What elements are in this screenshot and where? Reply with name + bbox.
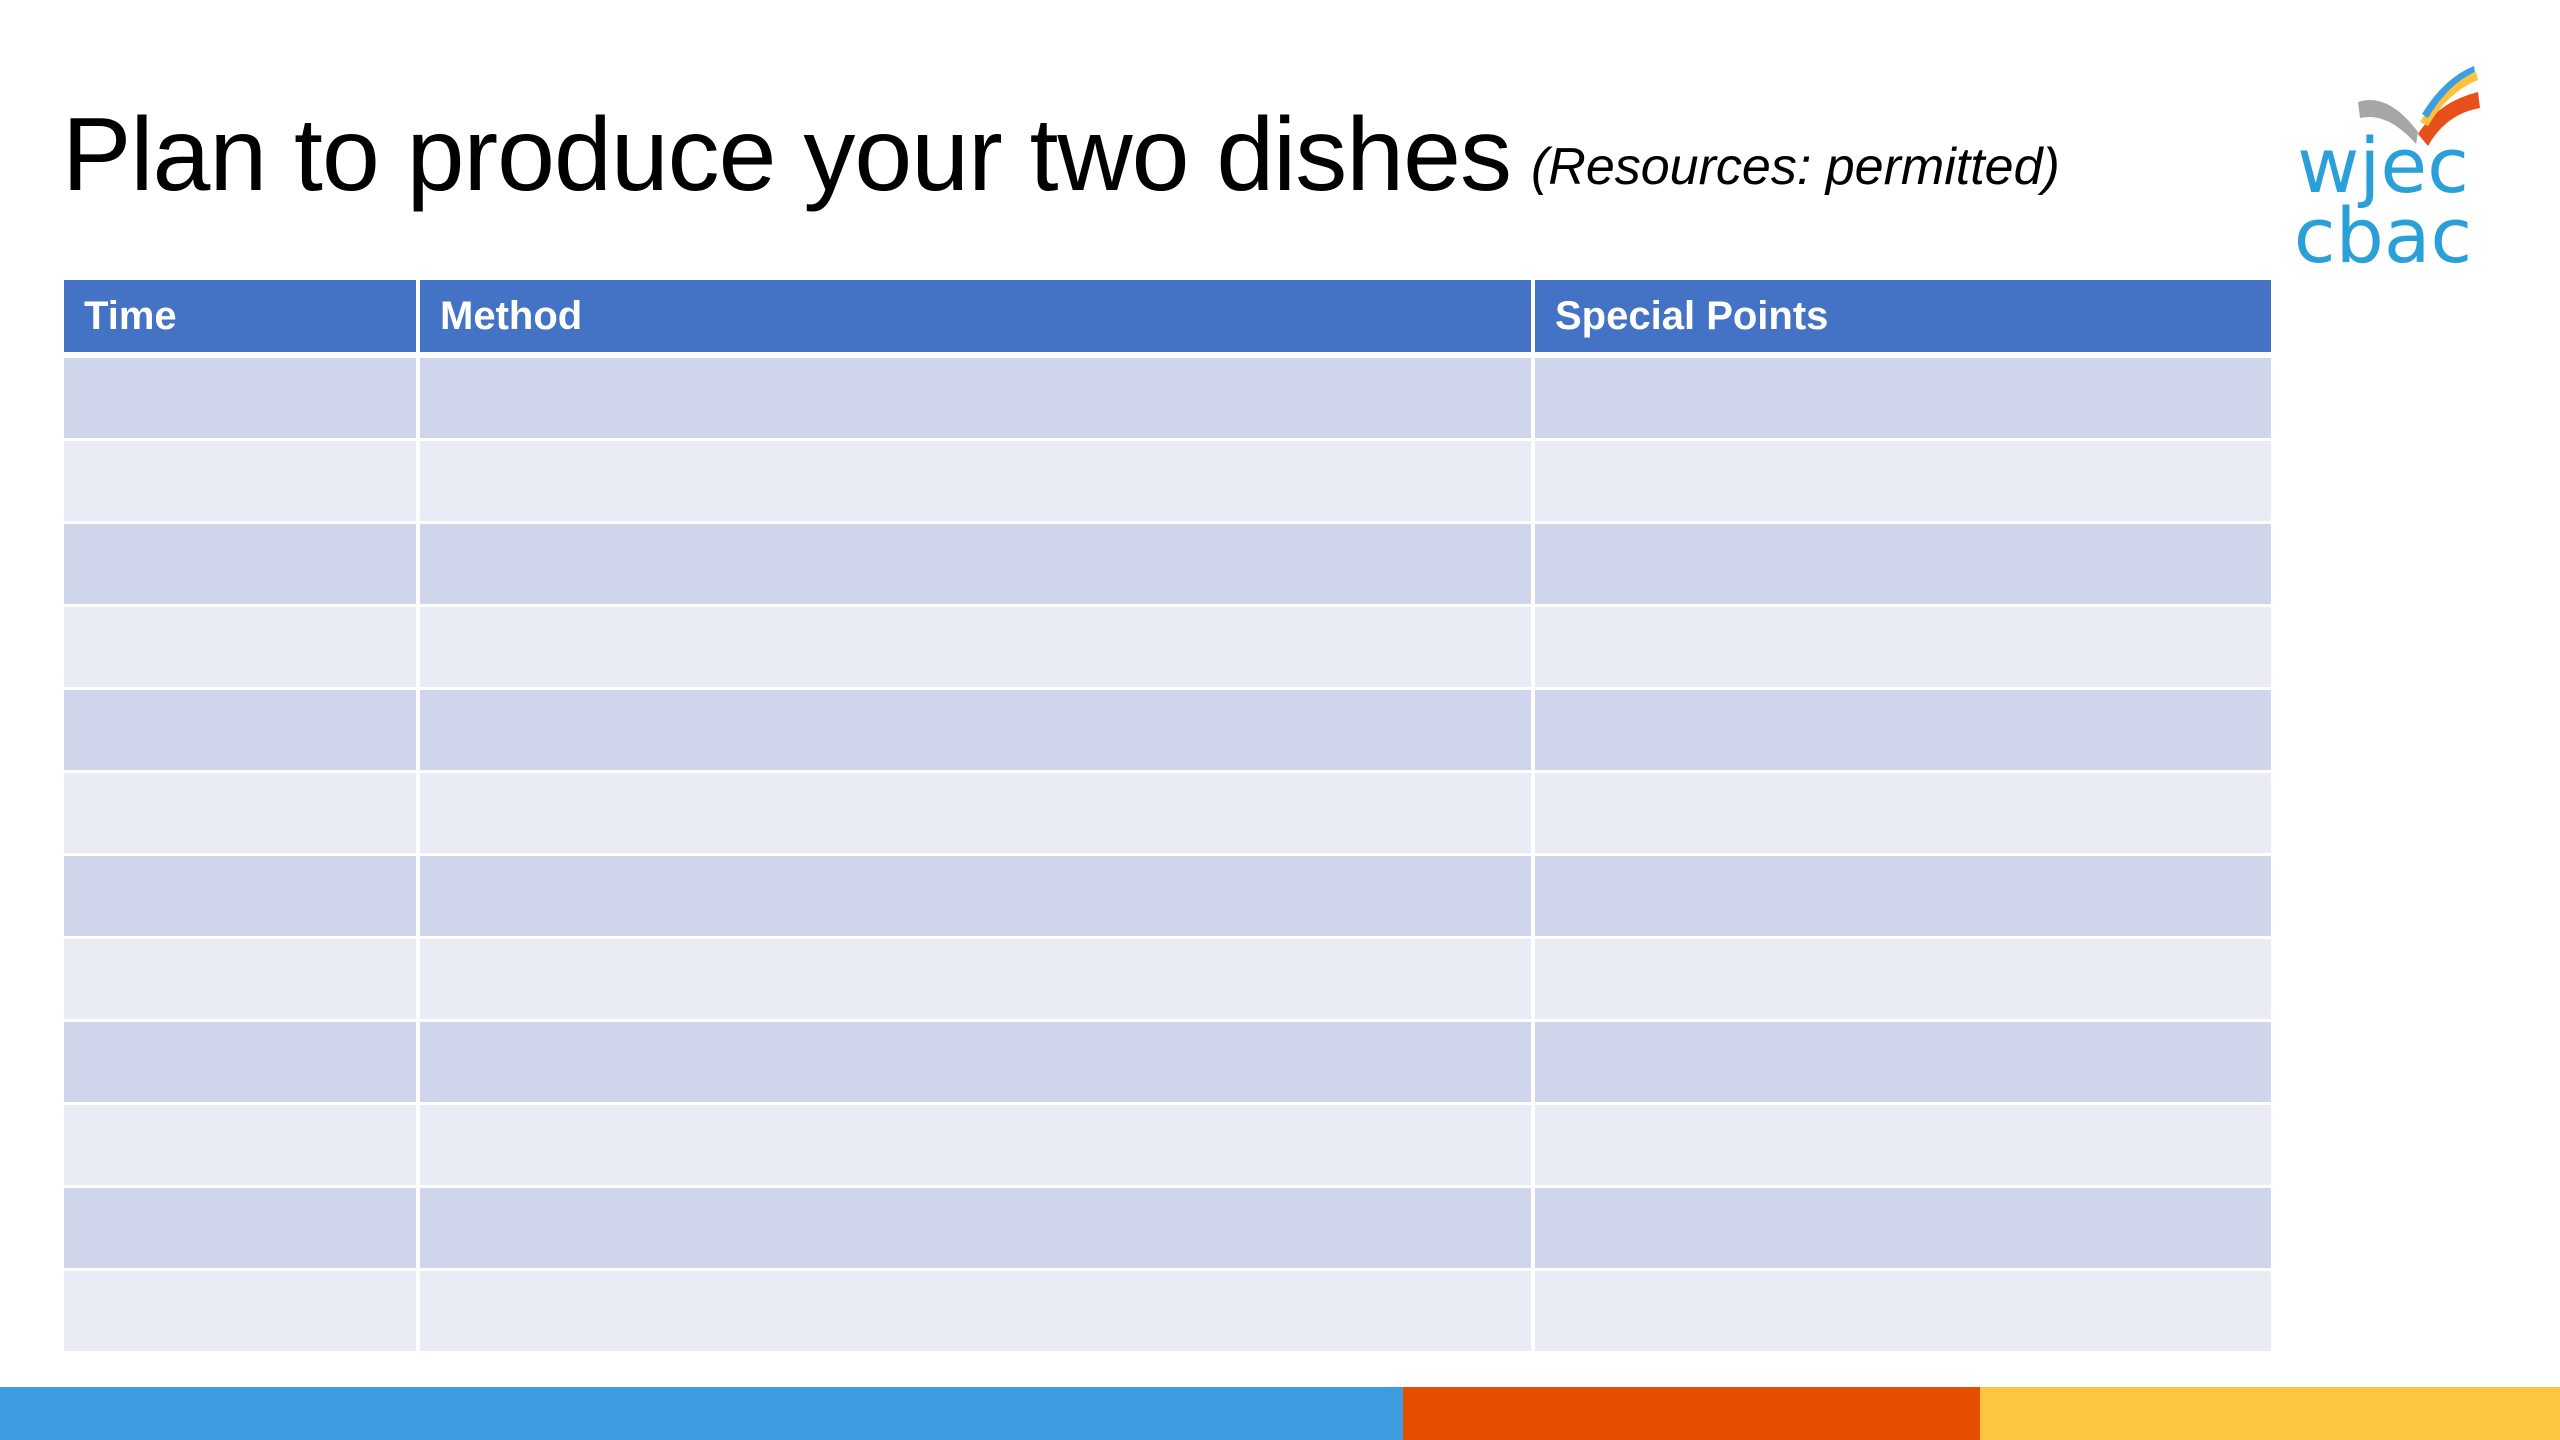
method-cell[interactable] xyxy=(420,1022,1535,1105)
method-cell[interactable] xyxy=(420,939,1535,1022)
method-cell[interactable] xyxy=(420,524,1535,607)
time-column-header: Time xyxy=(64,280,420,358)
table-row xyxy=(64,1105,2271,1188)
special-points-cell[interactable] xyxy=(1535,773,2271,856)
table-row xyxy=(64,1188,2271,1271)
special-points-column-header: Special Points xyxy=(1535,280,2271,358)
method-cell[interactable] xyxy=(420,358,1535,441)
special-points-cell[interactable] xyxy=(1535,607,2271,690)
special-points-cell[interactable] xyxy=(1535,1188,2271,1271)
special-points-cell[interactable] xyxy=(1535,1271,2271,1354)
time-cell[interactable] xyxy=(64,607,420,690)
time-cell[interactable] xyxy=(64,1271,420,1354)
table-row xyxy=(64,441,2271,524)
method-cell[interactable] xyxy=(420,690,1535,773)
page-title: Plan to produce your two dishes (Resource… xyxy=(62,90,2060,232)
table-row xyxy=(64,607,2271,690)
method-column-header: Method xyxy=(420,280,1535,358)
special-points-cell[interactable] xyxy=(1535,358,2271,441)
time-cell[interactable] xyxy=(64,773,420,856)
time-cell[interactable] xyxy=(64,524,420,607)
time-cell[interactable] xyxy=(64,1105,420,1188)
method-cell[interactable] xyxy=(420,607,1535,690)
method-cell[interactable] xyxy=(420,773,1535,856)
footer-bar-yellow xyxy=(1980,1387,2560,1440)
table-row xyxy=(64,358,2271,441)
table-header-row: Time Method Special Points xyxy=(64,280,2271,358)
logo-text-wjec: wjec xyxy=(2297,121,2469,210)
method-cell[interactable] xyxy=(420,856,1535,939)
time-cell[interactable] xyxy=(64,690,420,773)
logo-text-cbac: cbac xyxy=(2294,191,2472,280)
method-cell[interactable] xyxy=(420,1188,1535,1271)
logo-graphic: wjec cbac xyxy=(2294,66,2480,280)
footer-bar-blue xyxy=(0,1387,1403,1440)
special-points-cell[interactable] xyxy=(1535,441,2271,524)
title-subtitle: (Resources: permitted) xyxy=(1530,138,2060,196)
footer-bar-orange xyxy=(1403,1387,1980,1440)
table-row xyxy=(64,524,2271,607)
table-row xyxy=(64,1022,2271,1105)
table-body xyxy=(64,358,2271,1354)
table-row xyxy=(64,690,2271,773)
time-cell[interactable] xyxy=(64,441,420,524)
method-cell[interactable] xyxy=(420,441,1535,524)
special-points-cell[interactable] xyxy=(1535,690,2271,773)
time-cell[interactable] xyxy=(64,358,420,441)
special-points-cell[interactable] xyxy=(1535,524,2271,607)
method-cell[interactable] xyxy=(420,1105,1535,1188)
method-cell[interactable] xyxy=(420,1271,1535,1354)
wjec-cbac-logo: wjec cbac xyxy=(2268,62,2498,292)
time-cell[interactable] xyxy=(64,1188,420,1271)
time-cell[interactable] xyxy=(64,939,420,1022)
plan-table: Time Method Special Points xyxy=(64,280,2271,1354)
special-points-cell[interactable] xyxy=(1535,939,2271,1022)
title-text: Plan to produce your two dishes xyxy=(62,97,1512,213)
table-row xyxy=(64,939,2271,1022)
open-book-icon xyxy=(2358,66,2480,146)
special-points-cell[interactable] xyxy=(1535,1022,2271,1105)
footer-color-bar xyxy=(0,1387,2560,1440)
table-row xyxy=(64,1271,2271,1354)
table-row xyxy=(64,773,2271,856)
special-points-cell[interactable] xyxy=(1535,856,2271,939)
time-cell[interactable] xyxy=(64,856,420,939)
time-cell[interactable] xyxy=(64,1022,420,1105)
special-points-cell[interactable] xyxy=(1535,1105,2271,1188)
table-row xyxy=(64,856,2271,939)
